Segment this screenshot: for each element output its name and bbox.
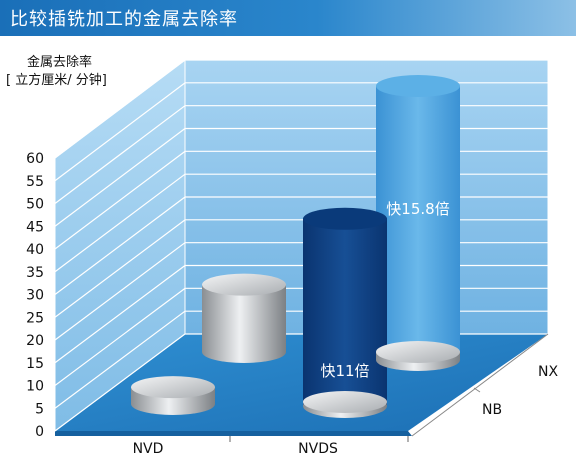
disk-NVDS-NB [303,391,387,418]
disk-NVDS-NX [376,341,460,371]
bar-NVD-NX-top [202,273,286,296]
y-tick-label: 60 [26,151,44,167]
bar-NVDS-NB-top [303,207,387,230]
y-tick-label: 15 [26,356,44,372]
bar-NVDS-NX [376,75,460,363]
y-tick-label: 10 [26,379,44,395]
bar-NVDS-NB-body [303,218,387,415]
title-bar: 比较插铣加工的金属去除率 [0,0,576,36]
depth-category-NX: NX [538,364,558,380]
depth-axis [411,333,549,437]
y-tick-label: 20 [26,333,44,349]
bar-NVDS-NB [303,207,387,415]
y-tick-label: 50 [26,197,44,213]
y-tick-label: 25 [26,310,44,326]
y-tick-label: 5 [35,401,44,417]
x-category-NVD: NVD [133,441,164,457]
disk-NVDS-NB-top [303,391,387,413]
y-tick-label: 55 [26,174,44,190]
depth-category-NB: NB [482,402,502,418]
disk-NVDS-NX-top [376,341,460,363]
y-tick-label: 45 [26,219,44,235]
annotation-NB: 快11倍 [320,362,369,380]
annotation-NX: 快15.8倍 [386,200,449,218]
chart-title: 比较插铣加工的金属去除率 [10,9,238,30]
bar-NVDS-NX-body [376,86,460,363]
y-tick-label: 40 [26,242,44,258]
bar-NVD-NX [202,273,286,363]
x-category-NVDS: NVDS [298,441,338,457]
y-axis-label-line2: [ 立方厘米/ 分钟] [6,72,107,88]
y-axis-label-line1: 金属去除率 [27,54,92,70]
y-tick-label: 35 [26,265,44,281]
bar-NVD-NB [131,376,215,415]
floor-edge [55,431,412,436]
bar-NVD-NB-top [131,376,215,399]
gridline [54,59,548,159]
depth-tick-mark [473,387,481,393]
bar-NVD-NX-body [202,284,286,363]
y-tick-label: 0 [35,424,44,440]
y-tick-label: 30 [26,288,44,304]
bar-chart-3d: 0 5 10 15 20 25 30 35 40 45 50 55 60 金属去除率 [ 立方厘米/ 分钟… [6,54,558,457]
bar-NVDS-NX-top [376,75,460,97]
